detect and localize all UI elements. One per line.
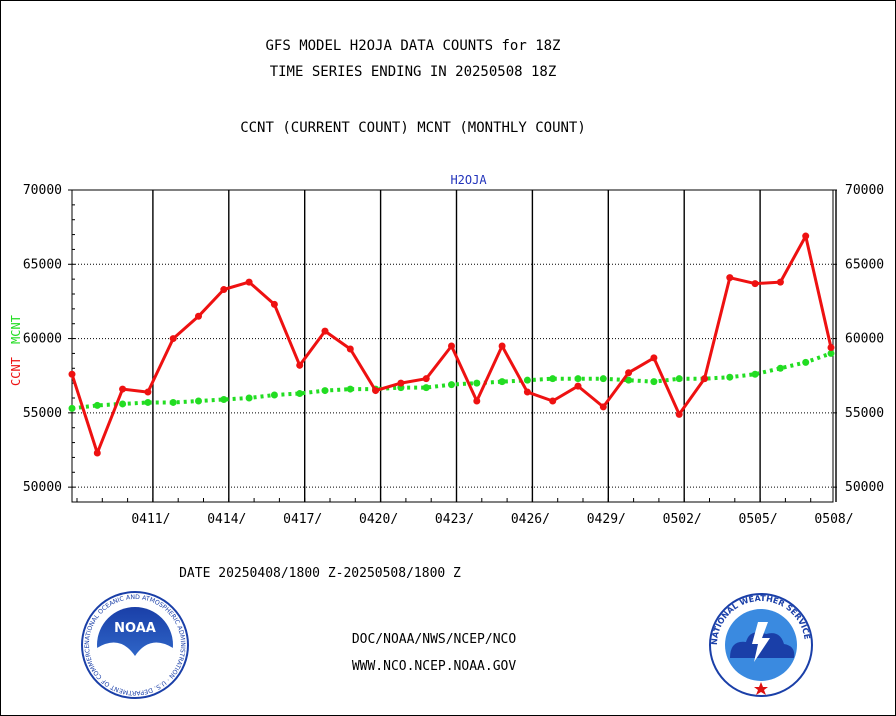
ccnt-point <box>346 345 354 353</box>
y-axis-label-ccnt: CCNT <box>9 357 23 386</box>
mcnt-point <box>68 404 76 412</box>
mcnt-point <box>93 401 101 409</box>
ccnt-point <box>675 410 683 418</box>
chart-header-line2: TIME SERIES ENDING IN 20250508 18Z <box>269 64 557 80</box>
chart-header-line1: GFS MODEL H2OJA DATA COUNTS for 18Z <box>265 38 561 54</box>
ccnt-point <box>245 278 253 286</box>
mcnt-point <box>650 378 658 386</box>
mcnt-point <box>827 349 835 357</box>
y-tick-label-right: 55000 <box>845 406 884 421</box>
chart-header-line3: CCNT (CURRENT COUNT) MCNT (MONTHLY COUNT… <box>240 120 586 136</box>
ccnt-point <box>650 354 658 362</box>
ccnt-point <box>119 385 127 393</box>
ccnt-point <box>270 300 278 308</box>
ccnt-point <box>549 397 557 405</box>
ccnt-point <box>827 343 835 351</box>
ccnt-point <box>726 274 734 282</box>
noaa-logo-icon: NOAA NATIONAL OCEANIC AND ATMOSPHERIC AD… <box>81 591 189 699</box>
mcnt-point <box>473 379 481 387</box>
mcnt-point <box>776 364 784 372</box>
mcnt-point <box>726 373 734 381</box>
y-tick-label-left: 60000 <box>23 332 62 347</box>
mcnt-point <box>448 381 455 389</box>
mcnt-point <box>270 391 278 399</box>
mcnt-point <box>296 390 304 398</box>
mcnt-line <box>71 351 832 411</box>
ccnt-point <box>220 286 228 294</box>
x-tick-label: 0502/ <box>663 512 702 527</box>
noaa-logo-text: NOAA <box>114 621 156 636</box>
mcnt-point <box>422 384 430 392</box>
y-tick-label-left: 55000 <box>23 406 62 421</box>
ccnt-point <box>448 342 455 350</box>
ccnt-point <box>523 388 531 396</box>
x-tick-label: 0429/ <box>587 512 626 527</box>
ccnt-point <box>195 312 202 320</box>
x-tick-label: 0414/ <box>207 512 246 527</box>
y-tick-label-right: 70000 <box>845 183 884 198</box>
y-axis-label-mcnt: MCNT <box>9 315 23 344</box>
ccnt-point <box>574 382 582 390</box>
mcnt-point <box>498 378 506 386</box>
date-range-label: DATE 20250408/1800 Z-20250508/1800 Z <box>179 566 461 581</box>
y-tick-label-left: 70000 <box>23 183 62 198</box>
ccnt-point <box>93 449 101 457</box>
x-tick-label: 0508/ <box>814 512 853 527</box>
mcnt-point <box>169 398 177 406</box>
website-link[interactable]: WWW.NCO.NCEP.NOAA.GOV <box>351 659 517 674</box>
y-tick-label-right: 65000 <box>845 257 884 272</box>
org-label: DOC/NOAA/NWS/NCEP/NCO <box>351 632 517 647</box>
x-tick-label: 0420/ <box>359 512 398 527</box>
ccnt-point <box>599 403 607 411</box>
ccnt-point <box>625 369 633 377</box>
mcnt-point <box>195 397 202 405</box>
ccnt-point <box>169 335 177 343</box>
mcnt-point <box>346 385 354 393</box>
mcnt-point <box>523 376 531 384</box>
mcnt-point <box>751 370 759 378</box>
ccnt-point <box>296 361 304 369</box>
ccnt-point <box>372 387 380 395</box>
nws-logo-icon: NATIONAL WEATHER SERVICE <box>709 593 813 697</box>
ccnt-point <box>397 379 405 387</box>
chart-title: H2OJA <box>450 173 487 187</box>
ccnt-point <box>498 342 506 350</box>
y-tick-label-right: 50000 <box>845 480 884 495</box>
ccnt-point <box>802 232 810 240</box>
ccnt-point <box>473 397 481 405</box>
mcnt-point <box>625 376 633 384</box>
mcnt-point <box>119 400 127 408</box>
y-tick-label-left: 65000 <box>23 257 62 272</box>
mcnt-point <box>220 395 228 403</box>
x-tick-label: 0426/ <box>511 512 550 527</box>
ccnt-point <box>321 327 329 335</box>
x-tick-label: 0505/ <box>739 512 778 527</box>
mcnt-point <box>675 375 683 383</box>
ccnt-point <box>751 280 759 288</box>
ccnt-point <box>68 370 76 378</box>
mcnt-point <box>549 375 557 383</box>
y-tick-label-right: 60000 <box>845 332 884 347</box>
x-tick-label: 0417/ <box>283 512 322 527</box>
ccnt-point <box>422 375 430 383</box>
ccnt-point <box>776 278 784 286</box>
mcnt-point <box>599 375 607 383</box>
ccnt-point <box>701 375 708 383</box>
mcnt-point <box>574 375 582 383</box>
mcnt-point <box>144 398 152 406</box>
y-tick-label-left: 50000 <box>23 480 62 495</box>
ccnt-point <box>144 388 152 396</box>
mcnt-point <box>802 358 810 366</box>
x-tick-label: 0411/ <box>131 512 170 527</box>
mcnt-point <box>321 387 329 395</box>
x-tick-label: 0423/ <box>435 512 474 527</box>
mcnt-point <box>245 394 253 402</box>
